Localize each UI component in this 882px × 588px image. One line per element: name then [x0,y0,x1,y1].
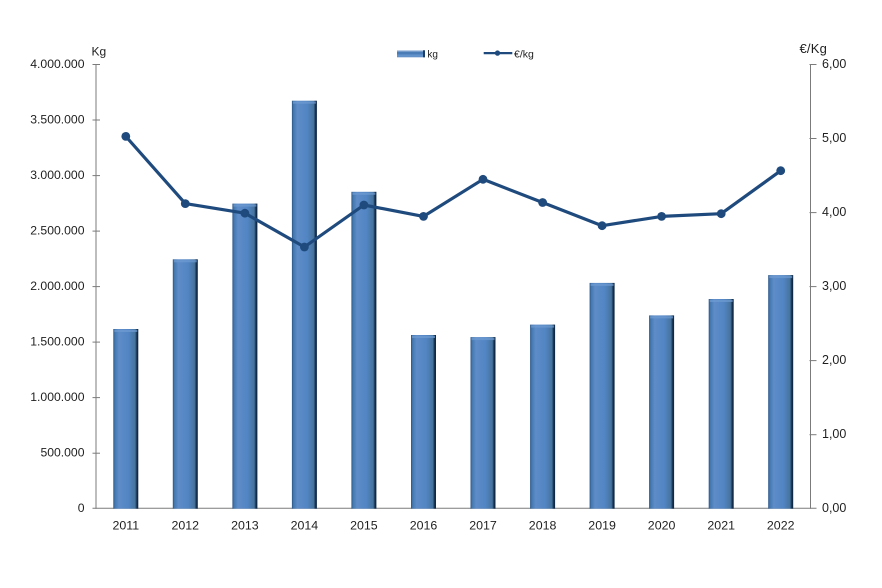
svg-text:2013: 2013 [231,519,259,533]
svg-text:kg: kg [427,50,438,61]
svg-text:3.500.000: 3.500.000 [30,113,84,127]
svg-text:5,00: 5,00 [822,131,846,145]
svg-text:2.000.000: 2.000.000 [30,279,84,293]
svg-text:4,00: 4,00 [822,205,846,219]
svg-text:2012: 2012 [172,519,200,533]
svg-text:500.000: 500.000 [40,446,84,460]
svg-text:2020: 2020 [648,519,676,533]
svg-text:2.500.000: 2.500.000 [30,224,84,238]
svg-text:2017: 2017 [469,519,497,533]
svg-text:2019: 2019 [588,519,616,533]
svg-text:2022: 2022 [767,519,795,533]
svg-text:6,00: 6,00 [822,57,846,71]
svg-text:4.000.000: 4.000.000 [30,57,84,71]
svg-text:0,00: 0,00 [822,501,846,515]
svg-text:1.500.000: 1.500.000 [30,335,84,349]
svg-text:1.000.000: 1.000.000 [30,390,84,404]
svg-text:2011: 2011 [112,519,139,533]
svg-text:€/Kg: €/Kg [800,41,828,56]
svg-text:€/kg: €/kg [514,49,534,61]
svg-text:3,00: 3,00 [822,279,846,293]
svg-text:1,00: 1,00 [822,427,846,441]
svg-text:2021: 2021 [707,519,735,533]
svg-text:2,00: 2,00 [822,353,846,367]
svg-text:2018: 2018 [529,519,557,533]
svg-text:2014: 2014 [291,519,319,533]
svg-text:2015: 2015 [350,519,378,533]
svg-text:3.000.000: 3.000.000 [30,168,84,182]
svg-text:0: 0 [78,501,85,515]
svg-text:Kg: Kg [92,45,107,59]
svg-text:2016: 2016 [410,519,438,533]
